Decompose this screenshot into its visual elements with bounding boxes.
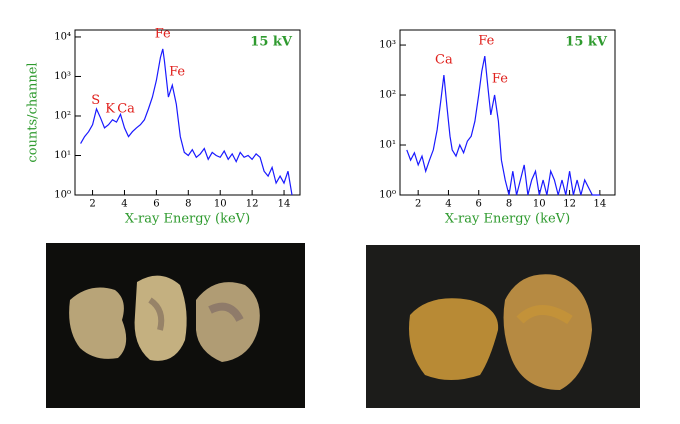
x-tick-label: 6	[153, 199, 159, 210]
note: 15 kV	[565, 35, 608, 50]
x-tick-label: 2	[89, 199, 95, 210]
spectrum-line	[406, 55, 600, 196]
y-tick-label: 10²	[54, 110, 71, 121]
x-tick-label: 2	[415, 199, 421, 210]
y-tick-label: 10²	[379, 90, 396, 101]
x-tick-label: 10	[533, 199, 546, 210]
y-tick-label: 10¹	[54, 150, 71, 161]
x-tick-label: 10	[214, 199, 227, 210]
x-tick-label: 8	[185, 199, 191, 210]
x-tick-label: 6	[476, 199, 482, 210]
peak-label: Fe	[478, 34, 494, 49]
peak-label: S	[91, 93, 100, 108]
peak-label: Fe	[492, 71, 508, 86]
y-tick-label: 10⁰	[54, 190, 71, 201]
peak-label: Ca	[117, 102, 135, 117]
x-axis-label: X-ray Energy (keV)	[445, 212, 570, 227]
photo-right	[366, 245, 640, 408]
y-axis-label: counts/channel	[26, 62, 41, 162]
peak-label: Fe	[169, 64, 185, 79]
y-tick-label: 10⁴	[54, 31, 71, 42]
peak-label: K	[105, 102, 115, 117]
spectrum-line	[80, 48, 293, 196]
photo-left	[46, 243, 305, 408]
y-tick-label: 10⁰	[379, 190, 396, 201]
y-tick-label: 10³	[379, 40, 396, 51]
x-tick-label: 12	[563, 199, 576, 210]
y-tick-label: 10¹	[379, 140, 396, 151]
x-tick-label: 8	[506, 199, 512, 210]
peak-label: Fe	[155, 26, 171, 41]
x-tick-label: 14	[278, 199, 291, 210]
x-axis-label: X-ray Energy (keV)	[125, 212, 250, 227]
x-tick-label: 14	[593, 199, 606, 210]
y-tick-label: 10³	[54, 71, 71, 82]
x-tick-label: 12	[246, 199, 259, 210]
x-tick-label: 4	[445, 199, 451, 210]
plot-frame	[399, 29, 616, 196]
peak-label: Ca	[435, 53, 453, 68]
plot-frame	[74, 29, 301, 196]
x-tick-label: 4	[121, 199, 127, 210]
note: 15 kV	[250, 35, 293, 50]
